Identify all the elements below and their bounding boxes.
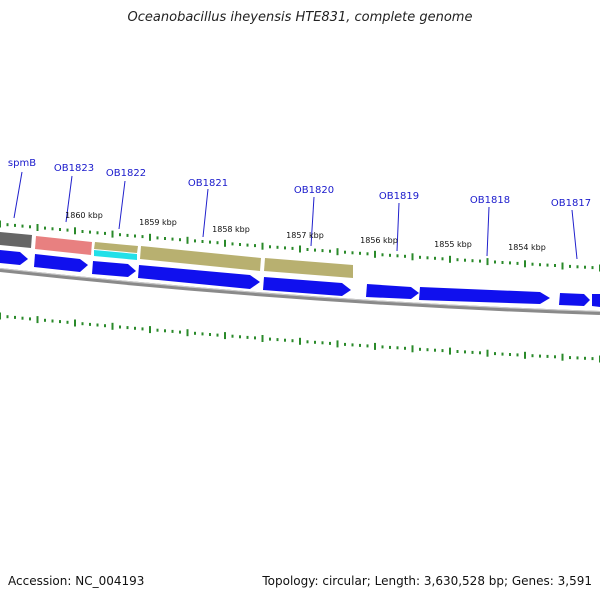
- gene-label[interactable]: OB1820: [294, 185, 334, 196]
- kbp-label: 1859 kbp: [139, 218, 177, 227]
- cds-arrow[interactable]: [366, 284, 419, 299]
- kbp-label: 1858 kbp: [212, 225, 250, 234]
- gene-label[interactable]: OB1822: [106, 168, 146, 179]
- cds-arrow[interactable]: [92, 261, 136, 277]
- feature-salmon[interactable]: [35, 236, 92, 255]
- feature-track: [0, 232, 353, 278]
- backbone-ring: [0, 268, 600, 315]
- cds-arrow[interactable]: [592, 294, 600, 307]
- genome-summary: Topology: circular; Length: 3,630,528 bp…: [262, 574, 592, 588]
- feature-olive-long-2[interactable]: [264, 258, 353, 278]
- gene-leaders: [13, 171, 578, 260]
- gene-label[interactable]: OB1817: [551, 198, 591, 209]
- kbp-label: 1855 kbp: [434, 240, 472, 249]
- feature-dark-gray[interactable]: [0, 232, 32, 248]
- gene-label[interactable]: OB1819: [379, 191, 419, 202]
- cds-arrow[interactable]: [0, 250, 28, 265]
- cds-arrow[interactable]: [559, 293, 590, 306]
- cds-arrow[interactable]: [34, 254, 88, 272]
- gene-label[interactable]: OB1818: [470, 195, 510, 206]
- map-title: Oceanobacillus iheyensis HTE831, complet…: [127, 10, 473, 25]
- feature-olive-small[interactable]: [94, 242, 138, 253]
- accession-text: Accession: NC_004193: [8, 574, 145, 588]
- feature-cyan[interactable]: [94, 250, 137, 260]
- gene-label[interactable]: OB1821: [188, 178, 228, 189]
- gene-label[interactable]: OB1823: [54, 163, 94, 174]
- kbp-labels: 1860 kbp 1859 kbp 1858 kbp 1857 kbp 1856…: [65, 211, 546, 252]
- feature-olive-long-1[interactable]: [140, 246, 261, 271]
- inner-tick-ring: [0, 312, 600, 363]
- gene-labels: spmB OB1823 OB1822 OB1821 OB1820 OB1819 …: [8, 158, 591, 209]
- kbp-label: 1854 kbp: [508, 243, 546, 252]
- gene-label[interactable]: spmB: [8, 158, 36, 169]
- outer-tick-ring: [0, 220, 600, 272]
- cds-arrow[interactable]: [419, 287, 550, 304]
- cds-track: [0, 250, 600, 307]
- cds-arrow[interactable]: [138, 265, 260, 289]
- kbp-label: 1856 kbp: [360, 236, 398, 245]
- kbp-label: 1860 kbp: [65, 211, 103, 220]
- cds-arrow[interactable]: [263, 277, 351, 296]
- kbp-label: 1857 kbp: [286, 231, 324, 240]
